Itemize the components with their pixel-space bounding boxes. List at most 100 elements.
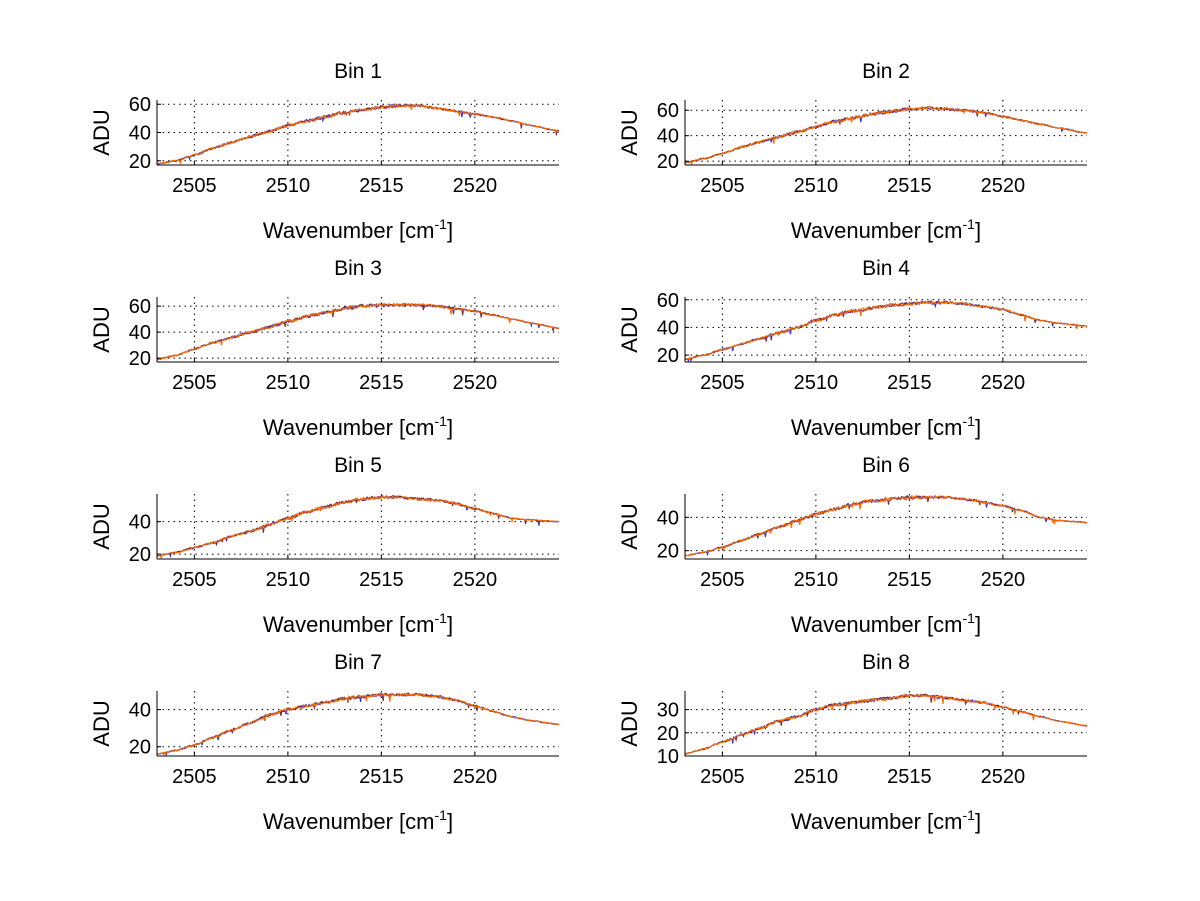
series-line xyxy=(156,103,560,165)
x-tick-label: 2510 xyxy=(794,372,839,394)
x-tick-label: 2515 xyxy=(887,372,932,394)
x-tick-label: 2520 xyxy=(981,569,1026,591)
y-tick-label: 20 xyxy=(129,348,151,370)
y-axis-label: ADU xyxy=(89,306,114,352)
y-tick-label: 20 xyxy=(657,541,679,563)
subplot-title: Bin 5 xyxy=(334,454,382,477)
x-tick-label: 2520 xyxy=(981,372,1026,394)
y-tick-label: 20 xyxy=(129,544,151,566)
series-line xyxy=(156,495,560,560)
subplot-bin-7: Bin 7 2505 2510 2515 2520 20 40 Wavenumber [cm-… xyxy=(89,651,560,834)
x-tick-label: 2505 xyxy=(700,569,745,591)
x-tick-label: 2510 xyxy=(794,766,839,788)
x-axis-label: Wavenumber [cm-1] xyxy=(263,807,453,834)
y-axis-label: ADU xyxy=(617,503,642,549)
x-tick-label: 2505 xyxy=(700,766,745,788)
subplot-bin-5: Bin 5 2505 2510 2515 2520 20 40 Wavenumber [cm-… xyxy=(89,454,560,637)
subplot-title: Bin 3 xyxy=(334,257,382,280)
series-line xyxy=(684,494,1088,557)
y-tick-label: 60 xyxy=(129,94,151,116)
subplot-title: Bin 7 xyxy=(334,651,382,674)
x-tick-label: 2505 xyxy=(172,569,217,591)
y-axis-label: ADU xyxy=(89,700,114,746)
y-tick-label: 30 xyxy=(657,700,679,722)
x-axis-label: Wavenumber [cm-1] xyxy=(791,216,981,243)
x-tick-label: 2505 xyxy=(172,175,217,197)
subplot-title: Bin 6 xyxy=(862,454,910,477)
y-tick-label: 40 xyxy=(657,507,679,529)
series-line xyxy=(684,106,1088,164)
x-axis-label: Wavenumber [cm-1] xyxy=(791,610,981,637)
y-tick-label: 40 xyxy=(129,322,151,344)
x-axis-label: Wavenumber [cm-1] xyxy=(263,610,453,637)
y-tick-label: 20 xyxy=(129,737,151,759)
series-line xyxy=(685,105,1088,164)
series-line xyxy=(156,302,560,361)
x-tick-label: 2515 xyxy=(887,569,932,591)
x-tick-label: 2510 xyxy=(794,175,839,197)
y-tick-label: 40 xyxy=(129,512,151,534)
x-tick-label: 2510 xyxy=(266,372,311,394)
y-tick-label: 60 xyxy=(657,100,679,122)
x-tick-label: 2505 xyxy=(172,766,217,788)
x-axis-label: Wavenumber [cm-1] xyxy=(791,807,981,834)
series-line xyxy=(156,495,560,557)
y-tick-label: 40 xyxy=(129,700,151,722)
subplot-title: Bin 2 xyxy=(862,60,910,83)
subplot-bin-1: Bin 1 2505 2510 2515 2520 20 40 60 Wavenumber [c… xyxy=(89,60,560,243)
series-line xyxy=(156,303,560,360)
subplot-title: Bin 4 xyxy=(862,257,910,280)
y-tick-label: 20 xyxy=(129,151,151,173)
subplot-bin-3: Bin 3 2505 2510 2515 2520 20 40 60 Wavenumber [c… xyxy=(89,257,560,440)
subplot-title: Bin 1 xyxy=(334,60,382,83)
y-tick-label: 60 xyxy=(657,290,679,312)
series-line xyxy=(156,103,560,165)
x-tick-label: 2515 xyxy=(359,569,404,591)
series-line xyxy=(684,300,1088,360)
series-line xyxy=(684,495,1088,557)
series-line xyxy=(156,692,560,757)
x-tick-label: 2520 xyxy=(453,569,498,591)
x-tick-label: 2505 xyxy=(700,372,745,394)
y-axis-label: ADU xyxy=(89,109,114,155)
series-line xyxy=(684,495,1088,557)
subplot-bin-4: Bin 4 2505 2510 2515 2520 20 40 60 Wavenumber [c… xyxy=(617,257,1088,440)
series-line xyxy=(684,693,1088,755)
subplot-title: Bin 8 xyxy=(862,651,910,674)
x-tick-label: 2515 xyxy=(887,175,932,197)
x-tick-label: 2515 xyxy=(359,175,404,197)
subplot-bin-6: Bin 6 2505 2510 2515 2520 20 40 Wavenumber [cm-… xyxy=(617,454,1088,637)
x-tick-label: 2520 xyxy=(453,766,498,788)
x-axis-label: Wavenumber [cm-1] xyxy=(263,413,453,440)
x-tick-label: 2515 xyxy=(359,372,404,394)
x-tick-label: 2510 xyxy=(794,569,839,591)
x-tick-label: 2505 xyxy=(700,175,745,197)
y-tick-label: 20 xyxy=(657,723,679,745)
series-line xyxy=(156,692,560,755)
x-tick-label: 2505 xyxy=(172,372,217,394)
series-line xyxy=(684,693,1088,755)
subplot-bin-2: Bin 2 2505 2510 2515 2520 20 40 60 Wavenumber [c… xyxy=(617,60,1088,243)
y-axis-label: ADU xyxy=(617,109,642,155)
y-tick-label: 20 xyxy=(657,345,679,367)
x-axis-label: Wavenumber [cm-1] xyxy=(791,413,981,440)
x-tick-label: 2520 xyxy=(981,766,1026,788)
series-line xyxy=(156,103,560,165)
x-tick-label: 2515 xyxy=(887,766,932,788)
x-tick-label: 2520 xyxy=(981,175,1026,197)
series-line xyxy=(156,692,560,757)
x-axis-label: Wavenumber [cm-1] xyxy=(263,216,453,243)
x-tick-label: 2515 xyxy=(359,766,404,788)
series-line xyxy=(684,105,1088,166)
y-tick-label: 60 xyxy=(129,296,151,318)
y-axis-label: ADU xyxy=(89,503,114,549)
series-line xyxy=(156,494,560,559)
x-tick-label: 2520 xyxy=(453,175,498,197)
series-line xyxy=(684,300,1087,360)
series-line xyxy=(684,300,1088,363)
y-tick-label: 40 xyxy=(657,317,679,339)
y-axis-label: ADU xyxy=(617,306,642,352)
